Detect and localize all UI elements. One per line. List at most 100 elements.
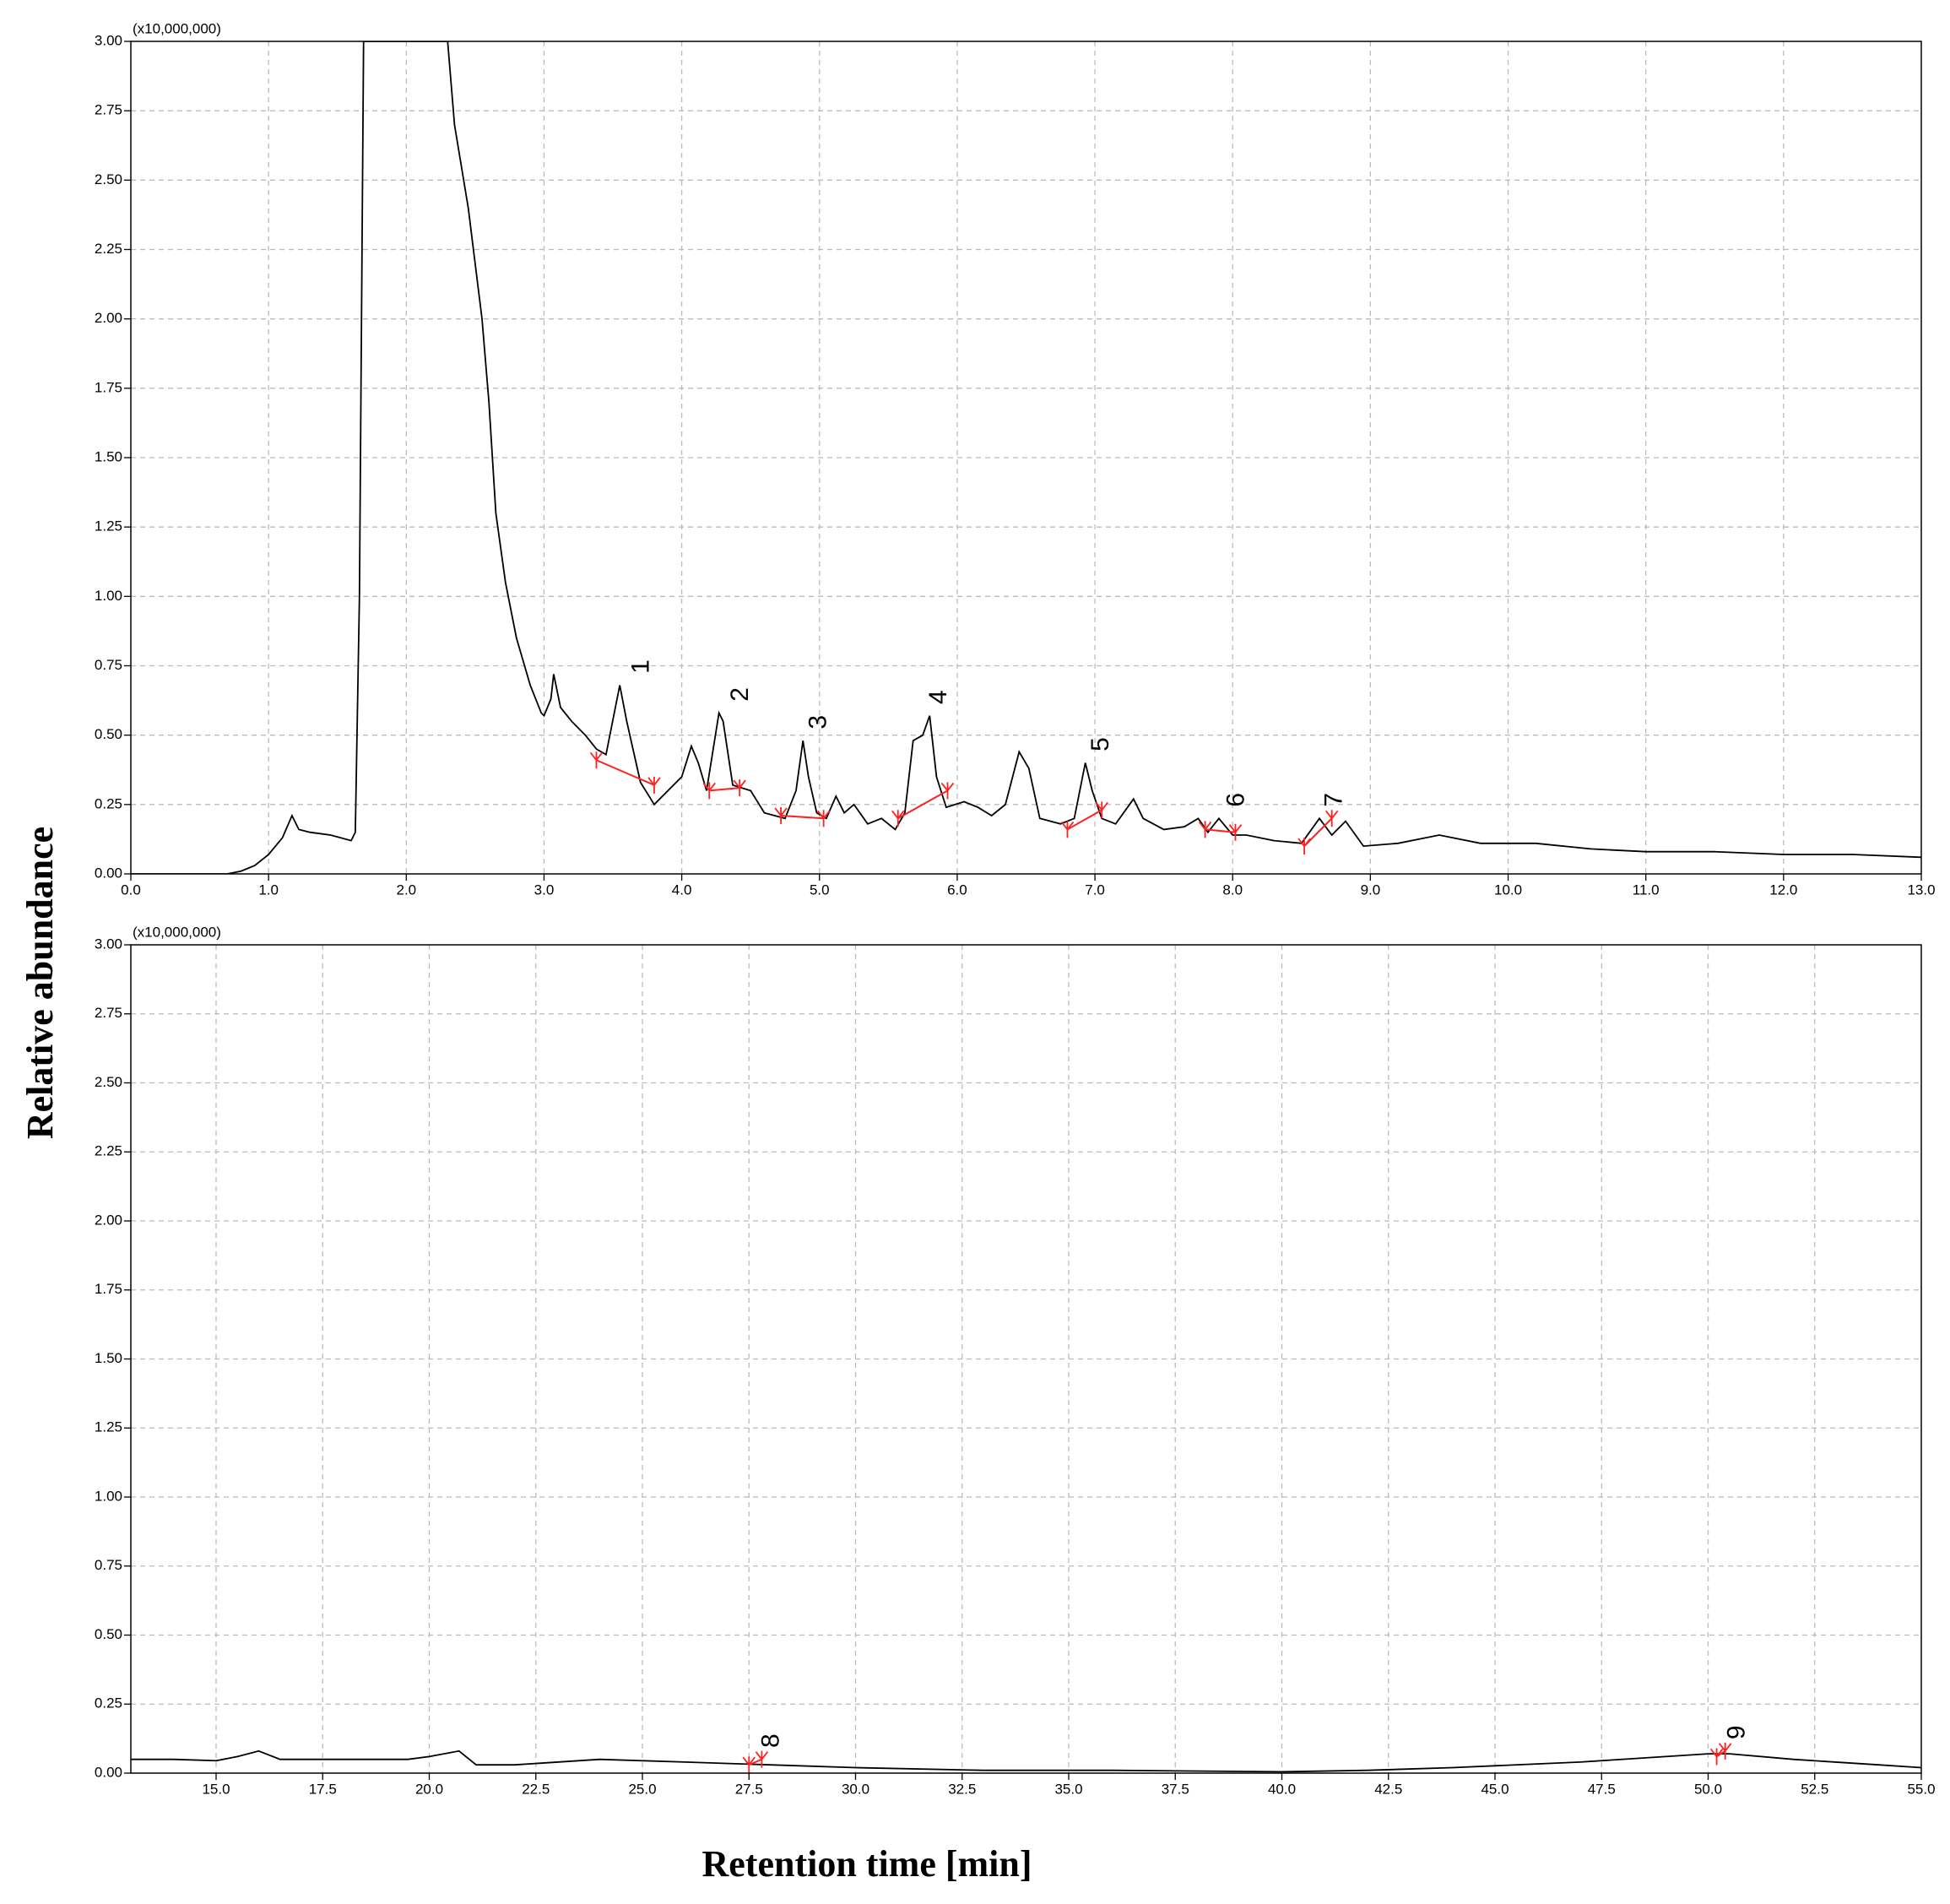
x-tick-label: 5.0	[810, 881, 830, 898]
x-tick-label: 6.0	[947, 881, 967, 898]
peak-marker	[891, 810, 905, 827]
x-tick-label: 2.0	[396, 881, 416, 898]
y-tick-label: 2.75	[95, 102, 122, 118]
peak-label: 3	[804, 715, 831, 730]
y-tick-label: 1.75	[95, 379, 122, 395]
x-tick-label: 3.0	[534, 881, 555, 898]
peak-label: 2	[726, 687, 754, 702]
peak-marker	[1297, 838, 1311, 855]
chromatogram-line	[131, 1749, 1921, 1773]
y-axis-label: Relative abundance	[19, 827, 61, 1139]
multiplier-label: (x10,000,000)	[133, 20, 221, 36]
peak-marker	[1060, 821, 1075, 838]
x-tick-label: 30.0	[842, 1781, 869, 1797]
peak-marker	[733, 779, 746, 797]
peak-baseline	[781, 814, 824, 820]
x-tick-label: 1.0	[258, 881, 279, 898]
peak-label: 7	[1319, 793, 1347, 807]
peak-label: 8	[757, 1733, 785, 1748]
y-tick-label: 0.25	[95, 1695, 122, 1711]
y-tick-label: 1.00	[95, 1488, 122, 1504]
peak-label: 4	[924, 690, 952, 704]
x-tick-label: 12.0	[1769, 881, 1797, 898]
peak-marker	[589, 751, 604, 769]
plot-frame	[130, 944, 1922, 1774]
y-tick-label: 1.00	[95, 588, 122, 604]
x-tick-label: 55.0	[1907, 1781, 1935, 1797]
y-tick-label: 3.00	[95, 32, 122, 48]
x-tick-label: 17.5	[309, 1781, 337, 1797]
peak-label: 1	[627, 659, 655, 674]
peak-baseline	[596, 759, 655, 786]
peak-marker	[1198, 821, 1212, 838]
x-tick-label: 40.0	[1268, 1781, 1296, 1797]
y-tick-label: 1.25	[95, 518, 122, 534]
y-tick-label: 0.00	[95, 1764, 122, 1780]
peak-baseline	[1066, 809, 1102, 831]
y-tick-label: 2.50	[95, 1074, 122, 1090]
x-tick-label: 4.0	[672, 881, 692, 898]
multiplier-label: (x10,000,000)	[133, 924, 221, 940]
x-tick-label: 35.0	[1054, 1781, 1082, 1797]
y-tick-label: 2.25	[95, 241, 122, 257]
y-tick-label: 0.75	[95, 1557, 122, 1573]
y-tick-label: 0.00	[95, 865, 122, 881]
peak-baseline	[748, 1758, 762, 1766]
peak-marker	[1324, 810, 1339, 827]
y-tick-label: 0.25	[95, 795, 122, 811]
peak-baseline	[1303, 817, 1333, 847]
peak-marker	[1718, 1742, 1732, 1760]
y-tick-label: 2.75	[95, 1005, 122, 1021]
x-tick-label: 37.5	[1162, 1781, 1189, 1797]
peak-baseline	[897, 789, 948, 820]
y-tick-label: 2.00	[95, 1212, 122, 1228]
x-tick-label: 8.0	[1222, 881, 1243, 898]
x-tick-label: 47.5	[1588, 1781, 1616, 1797]
peak-label: 6	[1221, 793, 1249, 807]
x-tick-label: 45.0	[1481, 1781, 1509, 1797]
x-axis-label: Retention time [min]	[701, 1843, 1032, 1885]
x-tick-label: 42.5	[1374, 1781, 1402, 1797]
peak-marker	[1709, 1748, 1724, 1766]
y-tick-label: 2.50	[95, 171, 122, 187]
peak-label: 9	[1723, 1725, 1751, 1739]
peak-marker	[1228, 823, 1243, 841]
y-tick-label: 1.50	[95, 448, 122, 464]
peak-marker	[816, 810, 831, 827]
y-tick-label: 2.25	[95, 1143, 122, 1159]
x-tick-label: 32.5	[948, 1781, 976, 1797]
peak-marker	[1095, 801, 1108, 819]
peak-label: 5	[1086, 737, 1114, 751]
plot-area	[131, 1749, 1921, 1773]
x-tick-label: 7.0	[1085, 881, 1105, 898]
x-tick-label: 25.0	[628, 1781, 656, 1797]
peak-marker	[647, 776, 661, 794]
x-tick-label: 20.0	[415, 1781, 443, 1797]
x-tick-label: 13.0	[1907, 881, 1935, 898]
plot-frame	[130, 41, 1922, 875]
y-tick-label: 0.50	[95, 726, 122, 742]
x-tick-label: 50.0	[1694, 1781, 1722, 1797]
x-tick-label: 11.0	[1633, 881, 1660, 898]
x-tick-label: 22.5	[522, 1781, 550, 1797]
peak-baseline	[1205, 828, 1236, 833]
x-tick-label: 9.0	[1361, 881, 1381, 898]
y-tick-label: 1.50	[95, 1350, 122, 1366]
x-tick-label: 0.0	[121, 881, 141, 898]
x-tick-label: 15.0	[202, 1781, 230, 1797]
peak-marker	[702, 782, 716, 800]
y-tick-label: 1.25	[95, 1419, 122, 1435]
x-tick-label: 10.0	[1494, 881, 1522, 898]
x-tick-label: 27.5	[735, 1781, 763, 1797]
y-tick-label: 3.00	[95, 936, 122, 952]
y-tick-label: 2.00	[95, 310, 122, 326]
peak-marker	[755, 1750, 769, 1768]
peak-marker	[940, 782, 955, 800]
y-tick-label: 1.75	[95, 1281, 122, 1297]
peak-baseline	[709, 787, 740, 792]
peak-marker	[742, 1756, 756, 1774]
y-tick-label: 0.50	[95, 1626, 122, 1642]
y-tick-label: 0.75	[95, 657, 122, 673]
peak-marker	[774, 806, 788, 824]
